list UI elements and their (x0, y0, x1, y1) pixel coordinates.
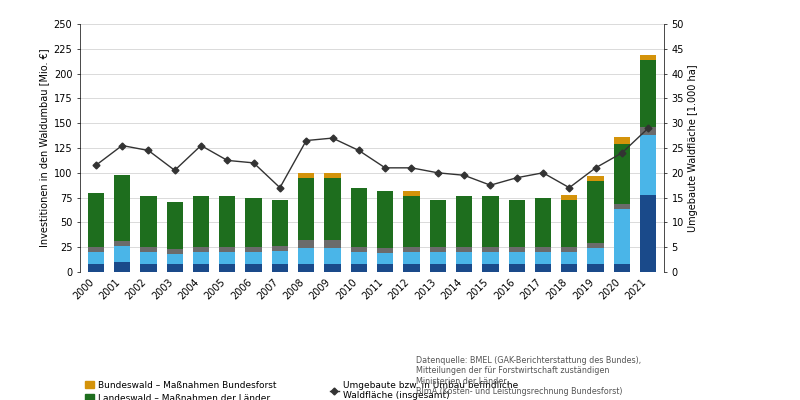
Bar (88, 193, 104, 247)
Bar (509, 252, 525, 264)
Bar (88, 252, 104, 264)
Bar (614, 137, 630, 144)
Bar (430, 252, 446, 264)
Bar (640, 60, 656, 127)
Bar (272, 264, 288, 272)
Bar (193, 252, 209, 264)
Bar (166, 202, 183, 249)
Bar (298, 173, 314, 178)
Bar (166, 254, 183, 264)
Bar (640, 195, 656, 272)
Bar (324, 264, 341, 272)
Bar (324, 248, 341, 264)
Bar (272, 246, 288, 251)
Bar (219, 264, 235, 272)
Bar (614, 204, 630, 208)
Bar (561, 252, 578, 264)
Bar (482, 247, 498, 252)
Y-axis label: Investitionen in den Waldumbau [Mio. €]: Investitionen in den Waldumbau [Mio. €] (39, 49, 50, 247)
Bar (561, 247, 578, 252)
Bar (298, 248, 314, 264)
Bar (509, 264, 525, 272)
Bar (403, 196, 420, 247)
Bar (272, 200, 288, 246)
Bar (403, 247, 420, 252)
Bar (114, 262, 130, 272)
Bar (587, 248, 604, 264)
Bar (219, 252, 235, 264)
Bar (114, 241, 130, 246)
Bar (88, 247, 104, 252)
Bar (140, 264, 157, 272)
Bar (535, 247, 551, 252)
Bar (193, 247, 209, 252)
Bar (403, 191, 420, 196)
Bar (377, 191, 394, 248)
Bar (509, 247, 525, 252)
Bar (403, 252, 420, 264)
Bar (377, 264, 394, 272)
Bar (561, 195, 578, 200)
Y-axis label: Umgebaute Waldfläche [1.000 ha]: Umgebaute Waldfläche [1.000 ha] (688, 64, 698, 232)
Text: Datenquelle: BMEL (GAK-Berichterstattung des Bundes),
Mitteilungen der für Forst: Datenquelle: BMEL (GAK-Berichterstattung… (416, 356, 641, 396)
Bar (114, 175, 130, 241)
Bar (324, 240, 341, 248)
Bar (272, 251, 288, 264)
Bar (456, 247, 472, 252)
Bar (614, 208, 630, 264)
Bar (456, 264, 472, 272)
Bar (140, 247, 157, 252)
Bar (193, 196, 209, 247)
Bar (587, 243, 604, 248)
Bar (88, 264, 104, 272)
Bar (377, 248, 394, 253)
Bar (561, 264, 578, 272)
Bar (298, 264, 314, 272)
Bar (324, 178, 341, 240)
Bar (166, 264, 183, 272)
Bar (509, 200, 525, 247)
Bar (246, 198, 262, 247)
Bar (640, 55, 656, 60)
Bar (587, 264, 604, 272)
Bar (535, 264, 551, 272)
Bar (219, 196, 235, 247)
Bar (614, 144, 630, 204)
Bar (430, 200, 446, 247)
Bar (482, 196, 498, 247)
Bar (140, 196, 157, 247)
Bar (246, 247, 262, 252)
Bar (482, 264, 498, 272)
Bar (456, 252, 472, 264)
Bar (298, 178, 314, 240)
Bar (403, 264, 420, 272)
Bar (350, 264, 367, 272)
Bar (561, 200, 578, 247)
Bar (535, 198, 551, 247)
Bar (587, 181, 604, 243)
Bar (535, 252, 551, 264)
Bar (640, 135, 656, 195)
Legend: Umgebaute bzw. in Umbau befindliche
Waldfläche (insgesamt): Umgebaute bzw. in Umbau befindliche Wald… (330, 381, 518, 400)
Bar (587, 176, 604, 181)
Bar (350, 188, 367, 247)
Bar (114, 246, 130, 262)
Bar (324, 173, 341, 178)
Bar (193, 264, 209, 272)
Bar (482, 252, 498, 264)
Bar (640, 127, 656, 135)
Bar (219, 247, 235, 252)
Bar (430, 264, 446, 272)
Bar (246, 252, 262, 264)
Bar (614, 264, 630, 272)
Bar (298, 240, 314, 248)
Bar (430, 247, 446, 252)
Bar (377, 253, 394, 264)
Bar (140, 252, 157, 264)
Bar (350, 252, 367, 264)
Bar (350, 247, 367, 252)
Bar (166, 249, 183, 254)
Bar (246, 264, 262, 272)
Bar (456, 196, 472, 247)
